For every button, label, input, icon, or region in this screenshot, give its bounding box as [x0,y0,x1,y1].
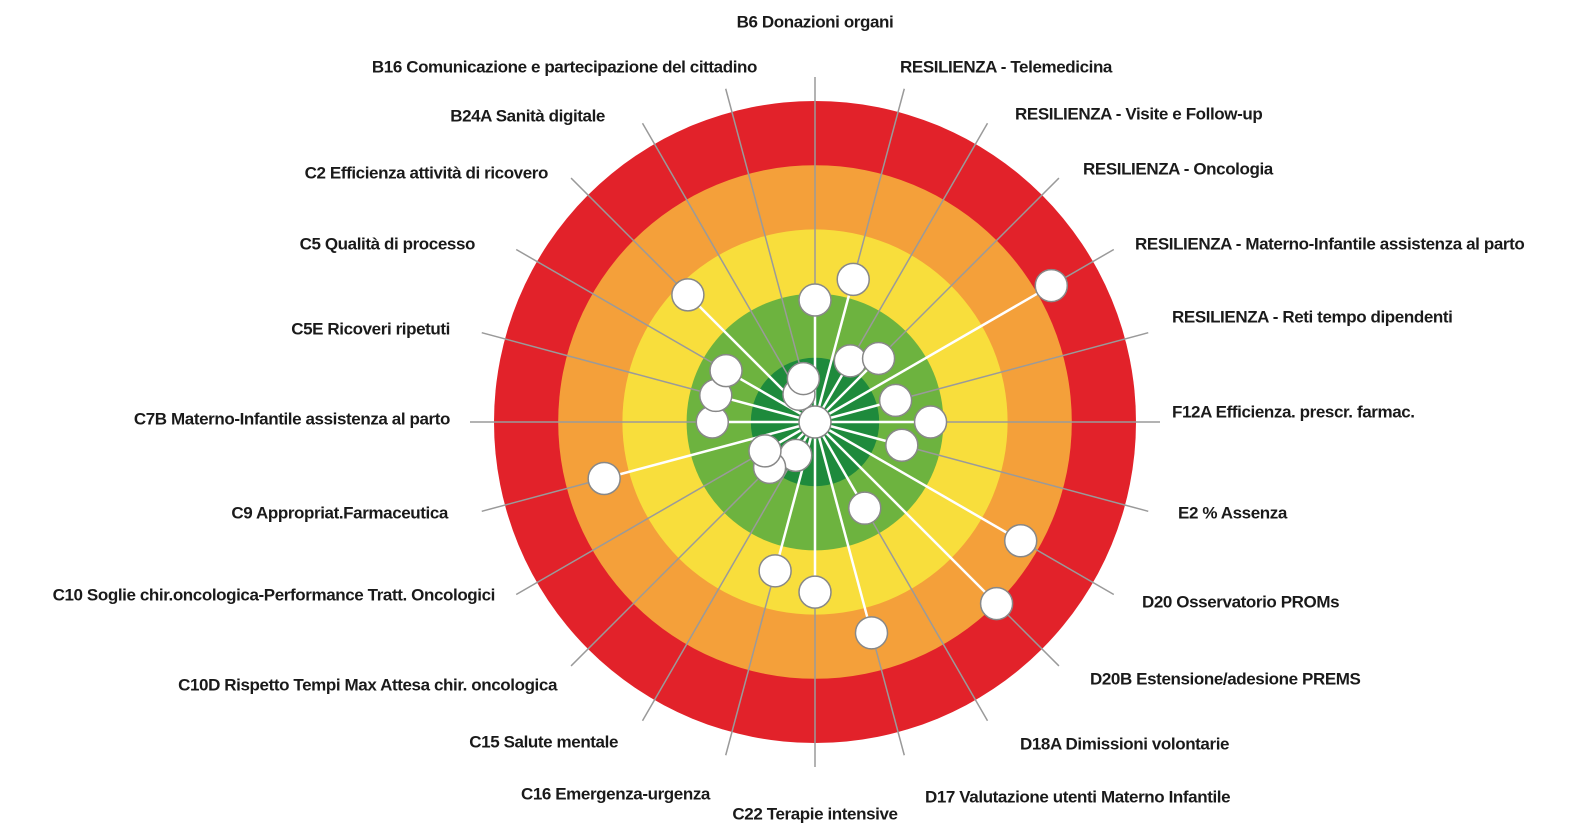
category-label: C22 Terapie intensive [732,804,897,823]
value-line [725,369,816,424]
value-dot [709,353,743,388]
category-label: C10D Rispetto Tempi Max Attesa chir. onc… [178,675,558,694]
value-dot [786,361,821,396]
category-label: D20B Estensione/adesione PREMS [1090,669,1361,688]
value-dot [913,405,948,439]
category-label: C2 Efficienza attività di ricovero [305,163,548,182]
category-label: C7B Materno-Infantile assistenza al part… [134,409,450,428]
category-label: RESILIENZA - Oncologia [1083,159,1274,178]
value-dot [798,575,832,609]
value-dot [798,283,832,317]
value-dot [878,383,913,418]
value-dot [758,554,792,588]
value-line [603,420,816,480]
value-dot [848,491,882,525]
category-label: B24A Sanità digitale [450,106,605,125]
category-label: C10 Soglie chir.oncologica-Performance T… [53,585,495,604]
spoke [641,122,816,423]
center-dot [798,405,832,439]
category-label: C16 Emergenza-urgenza [521,784,711,803]
category-label: B16 Comunicazione e partecipazione del c… [372,57,757,76]
value-dot [671,278,705,312]
value-line [813,421,873,634]
value-line [715,394,816,424]
value-line [814,421,998,605]
category-label: RESILIENZA - Telemedicina [900,57,1113,76]
category-label: C9 Appropriat.Farmaceutica [231,503,449,522]
value-dot [979,586,1014,621]
value-line [813,279,855,423]
value-dot [861,341,896,376]
value-line [814,420,1022,542]
category-label: B6 Donazioni organi [737,12,894,31]
value-dot [833,344,868,378]
value-dot [587,461,621,496]
category-label: D18A Dimissioni volontarie [1020,734,1229,753]
category-label: C5 Qualità di processo [300,234,475,253]
category-label: RESILIENZA - Reti tempo dipendenti [1172,307,1452,326]
value-dot [885,428,919,463]
value-dot [854,616,889,650]
value-dot [1034,268,1069,303]
spoke [641,421,816,722]
value-dot [836,262,870,297]
value-line [814,284,1052,424]
value-dot [1003,524,1038,558]
category-label: C5E Ricoveri ripetuti [291,319,450,338]
value-dot [748,434,782,468]
category-label: D20 Osservatorio PROMs [1142,592,1339,611]
category-label: C15 Salute mentale [469,732,618,751]
category-label: RESILIENZA - Visite e Follow-up [1015,104,1262,123]
category-label: RESILIENZA - Materno-Infantile assistenz… [1135,234,1524,253]
category-label: D17 Valutazione utenti Materno Infantile [925,787,1230,806]
category-label: E2 % Assenza [1178,503,1288,522]
category-label: F12A Efficienza. prescr. farmac. [1172,402,1415,421]
